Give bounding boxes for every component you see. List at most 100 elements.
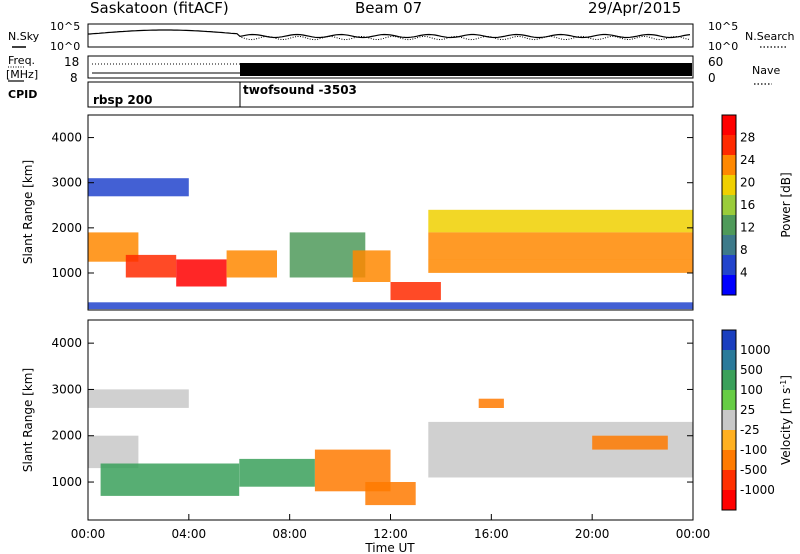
colorbar-cell: [722, 195, 736, 215]
velocity-colorbar-label: Velocity [m s-1]: [779, 375, 793, 465]
colorbar-cell: [722, 135, 736, 155]
freq-panel-frame: [87, 55, 694, 79]
colorbar-cell: [722, 175, 736, 195]
colorbar-tick-label: 500: [740, 363, 763, 377]
colorbar-cell: [722, 235, 736, 255]
freq-label: Freq.: [8, 54, 35, 67]
y-tick-label: 2000: [51, 429, 82, 443]
noise-tick-bottom: 10^0: [50, 40, 80, 53]
beam-title: Beam 07: [355, 0, 422, 17]
noise-tick-top: 10^5: [50, 20, 80, 33]
y-tick-label: 1000: [51, 266, 82, 280]
colorbar-cell: [722, 410, 736, 430]
noise-panel: N.Sky N.Search 10^5 10^0 10^5 10^0: [8, 20, 795, 53]
x-tick-label: 20:00: [575, 527, 610, 541]
noise-right-label: N.Search: [745, 30, 795, 43]
noise-panel-frame: [87, 23, 694, 48]
colorbar-cell: [722, 215, 736, 235]
data-region: [226, 250, 277, 278]
data-region: [239, 458, 315, 487]
colorbar-cell: [722, 490, 736, 510]
data-region: [88, 389, 189, 408]
velocity-yticks: 1000 2000 3000 4000: [51, 336, 693, 489]
cpid-segment-1: rbsp 200: [93, 93, 152, 107]
x-tick-label: 08:00: [272, 527, 307, 541]
y-tick-label: 1000: [51, 475, 82, 489]
colorbar-tick-label: -100: [740, 443, 767, 457]
x-tick-label: 00:00: [676, 527, 711, 541]
colorbar-cell: [722, 390, 736, 410]
colorbar-tick-label: 8: [740, 243, 748, 257]
cpid-frame: [87, 81, 694, 108]
frequency-panel: Freq. [MHz] 18 8 60 0 Nave: [6, 54, 780, 85]
colorbar-tick-label: 20: [740, 176, 755, 190]
power-panel: Slant Range [km] 1000 2000 3000 4000: [21, 114, 694, 311]
data-region: [365, 482, 416, 506]
nave-label: Nave: [752, 64, 780, 77]
freq-trace-twofsound: [240, 63, 692, 76]
colorbar-cell: [722, 450, 736, 470]
nave-tick-bottom: 0: [708, 71, 716, 85]
colorbar-tick-label: 100: [740, 383, 763, 397]
colorbar-tick-label: -500: [740, 463, 767, 477]
power-ylabel: Slant Range [km]: [21, 160, 35, 264]
date-title: 29/Apr/2015: [588, 0, 681, 17]
x-tick-label: 00:00: [71, 527, 106, 541]
data-region: [88, 178, 189, 197]
velocity-cells: [88, 389, 693, 506]
noise-sky-trace: [88, 29, 691, 39]
cpid-label: CPID: [8, 88, 37, 101]
freq-tick-bottom: 8: [70, 71, 78, 85]
data-region: [125, 254, 177, 278]
velocity-colorbar-frame: [721, 329, 737, 511]
velocity-colorbar-ticks: 1000 500 100 25 -25 -100 -500 -1000: [740, 343, 775, 497]
station-title: Saskatoon (fitACF): [90, 0, 229, 17]
colorbar-cell: [722, 115, 736, 135]
data-region: [100, 463, 240, 496]
y-tick-label: 2000: [51, 221, 82, 235]
data-region: [428, 232, 693, 260]
data-region: [592, 435, 668, 450]
colorbar-cell: [722, 255, 736, 275]
noise-left-label: N.Sky: [8, 30, 40, 43]
velocity-panel: Slant Range [km] 1000 2000 3000 4000: [21, 319, 694, 521]
power-colorbar-frame: [721, 114, 737, 296]
nave-tick-top: 60: [708, 55, 723, 69]
data-region: [428, 209, 693, 233]
y-tick-label: 3000: [51, 176, 82, 190]
colorbar-cell: [722, 350, 736, 370]
colorbar-tick-label: 16: [740, 198, 755, 212]
freq-tick-top: 18: [64, 55, 79, 69]
data-region: [390, 282, 441, 301]
data-region: [428, 421, 693, 478]
colorbar-tick-label: 25: [740, 403, 755, 417]
colorbar-tick-label: 24: [740, 153, 755, 167]
velocity-colorbar-cells: [722, 330, 736, 510]
data-region: [478, 398, 504, 408]
power-colorbar-label: Power [dB]: [779, 172, 793, 237]
velocity-ylabel: Slant Range [km]: [21, 368, 35, 472]
x-axis-ticks: 00:00 04:00 08:00 12:00 16:00 20:00 00:00: [71, 514, 711, 541]
power-yticks: 1000 2000 3000 4000: [51, 131, 693, 280]
noise-right-tick-bottom: 10^0: [708, 40, 738, 53]
x-tick-label: 04:00: [172, 527, 207, 541]
colorbar-cell: [722, 155, 736, 175]
y-tick-label: 4000: [51, 131, 82, 145]
colorbar-tick-label: 28: [740, 131, 755, 145]
colorbar-tick-label: -1000: [740, 483, 775, 497]
freq-unit-label: [MHz]: [6, 68, 38, 81]
data-region: [352, 250, 391, 282]
cpid-panel: CPID rbsp 200 twofsound -3503: [8, 81, 694, 108]
x-tick-label: 16:00: [474, 527, 509, 541]
data-region: [88, 435, 139, 469]
y-tick-label: 3000: [51, 382, 82, 396]
x-tick-label: 12:00: [373, 527, 408, 541]
data-region: [88, 302, 693, 310]
power-colorbar: 4 8 12 16 20 24 28 Power [dB]: [721, 114, 793, 296]
colorbar-cell: [722, 275, 736, 295]
cpid-segment-2: twofsound -3503: [243, 83, 357, 97]
y-tick-label: 4000: [51, 336, 82, 350]
data-region: [176, 259, 227, 287]
colorbar-cell: [722, 470, 736, 490]
